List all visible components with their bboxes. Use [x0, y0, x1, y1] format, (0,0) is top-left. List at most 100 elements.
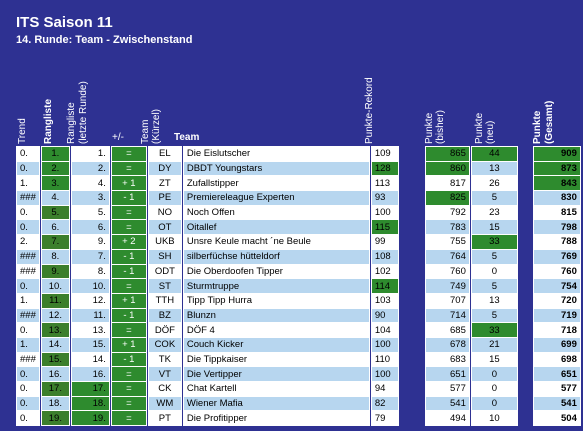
cell-points-record: 82: [370, 395, 399, 412]
cell-rank: 9.: [40, 263, 70, 280]
cell-rank: 18.: [40, 395, 70, 412]
cell-previous-rank: 14.: [70, 351, 110, 368]
standings-table: 0. 1. 1. = EL Die Eislutscher 109 865 44 909 0. 2. 2…: [16, 146, 581, 427]
column-gap: [517, 264, 533, 279]
cell-rank: 4.: [40, 190, 70, 206]
cell-rank: 19.: [40, 410, 70, 427]
cell-points-new: 33: [470, 322, 518, 338]
cell-rank-change: =: [110, 395, 147, 412]
cell-team-name: Tipp Tipp Hurra: [182, 292, 370, 309]
cell-points-total: 909: [532, 146, 581, 162]
cell-rank: 3.: [40, 175, 70, 192]
cell-points-record: 104: [370, 322, 399, 338]
cell-points-record: 93: [370, 190, 399, 206]
cell-team-code: ZT: [147, 175, 182, 192]
cell-rank: 10.: [40, 278, 70, 294]
cell-trend: 0.: [16, 410, 40, 427]
column-gap: [517, 396, 533, 411]
cell-team-code: UKB: [147, 234, 182, 250]
cell-team-name: Couch Kicker: [182, 336, 370, 353]
cell-trend: ###: [16, 351, 40, 368]
table-row: ### 15. 14. - 1 TK Die Tippkaiser 110 683 15 698: [16, 351, 581, 368]
cell-points-previous: 792: [424, 204, 470, 221]
cell-team-code: PE: [147, 190, 182, 206]
column-gap: [398, 191, 425, 206]
cell-points-new: 0: [470, 366, 518, 382]
table-row: 0. 17. 17. = CK Chat Kartell 94 577 0 577: [16, 381, 581, 397]
cell-points-previous: 678: [424, 336, 470, 353]
cell-rank: 7.: [40, 234, 70, 250]
cell-points-record: 113: [370, 175, 399, 192]
column-gap: [517, 367, 533, 382]
cell-points-new: 5: [470, 307, 518, 324]
cell-points-new: 15: [470, 351, 518, 368]
page-title: ITS Saison 11: [16, 14, 113, 31]
cell-rank-change: =: [110, 381, 147, 397]
cell-points-total: 843: [532, 175, 581, 192]
cell-points-previous: 755: [424, 234, 470, 250]
table-row: 1. 11. 12. + 1 TTH Tipp Tipp Hurra 103 707 13 720: [16, 292, 581, 309]
cell-team-code: CK: [147, 381, 182, 397]
cell-trend: 0.: [16, 278, 40, 294]
col-header-rangliste-letzte-1: Rangliste: [66, 102, 77, 144]
col-header-kuerzel-1: Team: [140, 119, 151, 144]
cell-points-record: 94: [370, 381, 399, 397]
cell-rank: 1.: [40, 146, 70, 162]
col-header-rangliste-letzte-2: (letzte Runde): [78, 81, 89, 144]
cell-previous-rank: 3.: [70, 190, 110, 206]
column-gap: [517, 337, 533, 352]
cell-points-total: 815: [532, 204, 581, 221]
cell-team-name: Zufallstipper: [182, 175, 370, 192]
cell-team-name: Unsre Keule macht ´ne Beule: [182, 234, 370, 250]
page-subtitle: 14. Runde: Team - Zwischenstand: [16, 34, 193, 46]
cell-points-previous: 683: [424, 351, 470, 368]
col-header-punkte-gesamt-1: Punkte: [532, 110, 543, 144]
col-header-punkte-rekord: Punkte-Rekord: [364, 77, 375, 144]
cell-previous-rank: 1.: [70, 146, 110, 162]
cell-points-total: 699: [532, 336, 581, 353]
cell-trend: ###: [16, 263, 40, 280]
cell-points-total: 754: [532, 278, 581, 294]
column-gap: [517, 235, 533, 250]
cell-points-total: 830: [532, 190, 581, 206]
column-gap: [517, 323, 533, 338]
cell-points-total: 769: [532, 248, 581, 265]
cell-points-total: 698: [532, 351, 581, 368]
cell-rank-change: + 1: [110, 175, 147, 192]
cell-points-record: 100: [370, 204, 399, 221]
cell-points-total: 718: [532, 322, 581, 338]
cell-points-record: 90: [370, 307, 399, 324]
cell-points-previous: 707: [424, 292, 470, 309]
cell-team-code: PT: [147, 410, 182, 427]
column-gap: [398, 147, 425, 162]
cell-rank-change: =: [110, 204, 147, 221]
cell-points-previous: 494: [424, 410, 470, 427]
table-row: 0. 6. 6. = OT Oitallef 115 783 15 798: [16, 219, 581, 236]
cell-trend: 0.: [16, 146, 40, 162]
cell-team-code: NO: [147, 204, 182, 221]
column-gap: [398, 249, 425, 264]
table-row: 0. 1. 1. = EL Die Eislutscher 109 865 44 909: [16, 146, 581, 162]
cell-team-name: Wiener Mafia: [182, 395, 370, 412]
column-gap: [398, 205, 425, 220]
cell-rank-change: + 1: [110, 336, 147, 353]
cell-previous-rank: 18.: [70, 395, 110, 412]
table-row: 0. 5. 5. = NO Noch Offen 100 792 23 815: [16, 204, 581, 221]
column-gap: [398, 176, 425, 191]
cell-team-code: SH: [147, 248, 182, 265]
cell-points-new: 0: [470, 395, 518, 412]
cell-rank: 8.: [40, 248, 70, 265]
cell-points-total: 541: [532, 395, 581, 412]
column-gap: [398, 279, 425, 294]
cell-team-name: Premiereleague Experten: [182, 190, 370, 206]
column-gap: [517, 352, 533, 367]
cell-team-name: Chat Kartell: [182, 381, 370, 397]
cell-points-record: 109: [370, 146, 399, 162]
cell-team-name: Noch Offen: [182, 204, 370, 221]
cell-team-code: BZ: [147, 307, 182, 324]
table-row: 1. 3. 4. + 1 ZT Zufallstipper 113 817 26 843: [16, 175, 581, 192]
cell-team-code: DÖF: [147, 322, 182, 338]
column-gap: [398, 161, 425, 176]
cell-points-previous: 577: [424, 381, 470, 397]
cell-rank-change: =: [110, 146, 147, 162]
